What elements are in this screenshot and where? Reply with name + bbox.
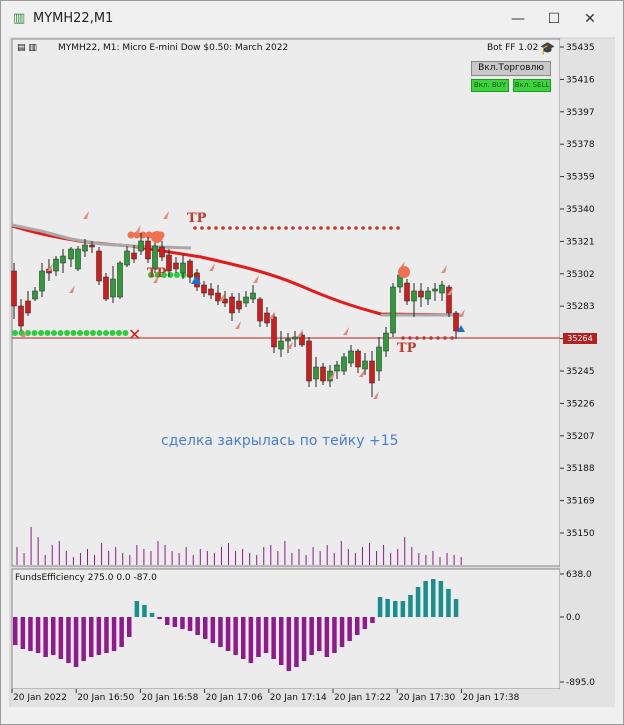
time-tick-label: 20 Jan 16:58: [141, 693, 198, 703]
price-tick-label: 35378: [566, 140, 595, 150]
tp-label-3: TP: [397, 341, 417, 356]
price-tick-label: 35302: [566, 270, 595, 280]
bot-label: Bot FF 1.02: [487, 43, 539, 53]
time-axis: 20 Jan 2022 20 Jan 16:50 20 Jan 16:58 20 Ja…: [11, 689, 520, 703]
indicator-area[interactable]: [11, 568, 561, 690]
price-tick-label: 35340: [566, 205, 595, 215]
symbol-info: MYMH22, M1: Micro E-mini Dow $0.50: Marc…: [58, 43, 289, 53]
graduation-cap-icon[interactable]: 🎓: [540, 41, 555, 55]
volume-bars: [16, 527, 462, 565]
window-title: MYMH22,M1: [33, 11, 114, 26]
close-button[interactable]: ✕: [584, 11, 596, 27]
enable-trading-button[interactable]: Вкл.Торговлю: [471, 61, 551, 76]
tp-label-1: TP: [187, 211, 207, 226]
price-tick-label: 35321: [566, 237, 595, 247]
current-price-badge: 35264: [563, 333, 597, 344]
time-tick-label: 20 Jan 17:38: [462, 693, 519, 703]
time-tick-label: 20 Jan 17:22: [334, 693, 391, 703]
entry-marker-icon: [151, 231, 163, 243]
indicator-label: FundsEfficiency 275.0 0.0 -87.0: [15, 573, 157, 583]
time-tick-label: 20 Jan 17:30: [398, 693, 455, 703]
price-tick-label: 35226: [566, 399, 595, 409]
price-tick-label: 35207: [566, 432, 595, 442]
title-bar: ▥ MYMH22,M1 — ☐ ✕: [1, 1, 623, 37]
entry-marker-icon-2: [398, 266, 410, 278]
indicator-tick-label: -895.0: [566, 678, 595, 688]
enable-sell-button[interactable]: Вкл. SELL: [513, 79, 551, 92]
price-tick-label: 35397: [566, 108, 595, 118]
main-chart-area[interactable]: [11, 38, 561, 567]
price-tick-label: 35245: [566, 367, 595, 377]
tp-label-2: TP: [147, 266, 167, 281]
close-x-icon: ✕: [128, 325, 141, 344]
time-axis-panel: [12, 689, 615, 707]
price-tick-label: 35150: [566, 529, 595, 539]
enable-buy-button[interactable]: Вкл. BUY: [471, 79, 509, 92]
price-tick-label: 35169: [566, 497, 595, 507]
bottom-strip: [1, 707, 623, 724]
toolbar-icons[interactable]: ▤ ▥: [17, 43, 37, 53]
indicator-tick-label: 0.0: [566, 613, 581, 623]
time-tick-label: 20 Jan 16:50: [77, 693, 134, 703]
maximize-button[interactable]: ☐: [547, 11, 561, 27]
price-tick-label: 35416: [566, 75, 595, 85]
price-tick-label: 35359: [566, 173, 595, 183]
time-tick-label: 20 Jan 2022: [13, 693, 67, 703]
candles: [11, 233, 459, 397]
price-tick-label: 35435: [566, 43, 595, 53]
trade-annotation: сделка закрылась по тейку +15: [161, 433, 399, 449]
price-axis-panel: [560, 39, 615, 689]
indicator-tick-label: 638.0: [566, 570, 592, 580]
minimize-button[interactable]: —: [511, 11, 525, 27]
signal-arrows: [21, 211, 465, 399]
time-tick-label: 20 Jan 17:06: [206, 693, 263, 703]
funds-efficiency-histogram: [13, 579, 459, 671]
time-tick-label: 20 Jan 17:14: [270, 693, 327, 703]
price-tick-label: 35188: [566, 464, 595, 474]
chart-icon: ▥: [13, 11, 26, 26]
indicator-axis: 638.0 0.0 -895.0: [560, 570, 595, 688]
price-tick-label: 35283: [566, 302, 595, 312]
